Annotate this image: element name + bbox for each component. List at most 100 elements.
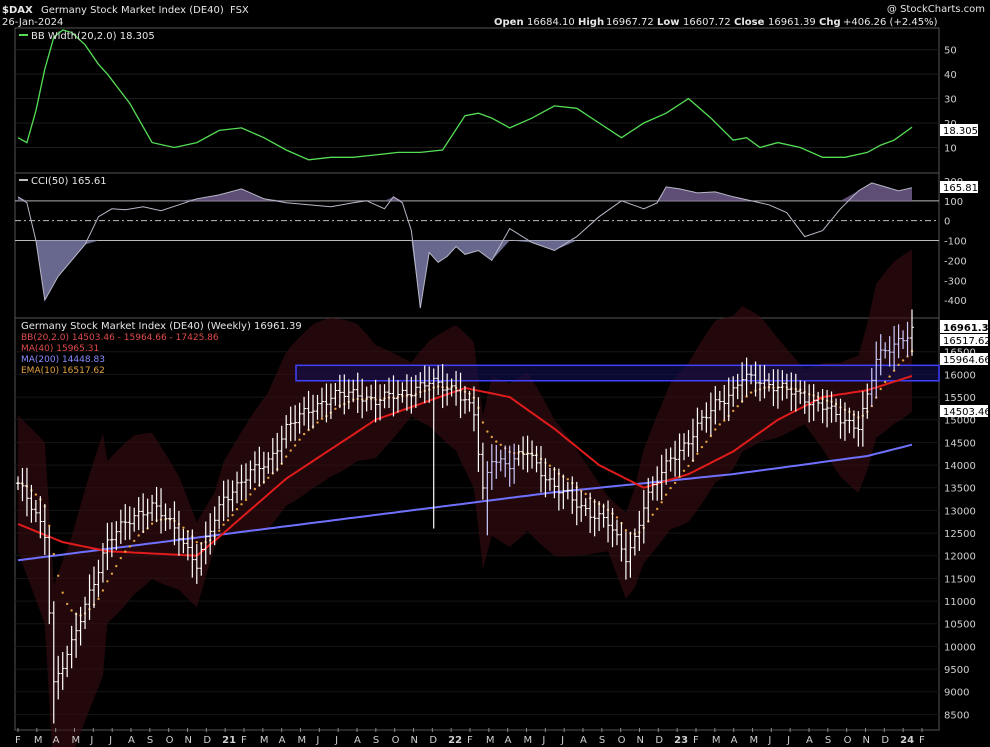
legend-ema10: EMA(10) 16517.62 [21,366,105,376]
ema10-point [244,498,248,502]
ema10-point [884,380,887,384]
ema10-point [749,391,753,394]
x-tick-label: A [354,735,361,746]
x-tick-label: D [881,735,889,746]
ema10-point [195,541,198,544]
ema10-point [624,529,628,532]
x-tick-label: M [524,735,533,746]
x-tick-label: J [560,735,564,746]
low-value: 16607.72 [683,17,731,28]
bbwidth-line [17,29,913,161]
ema10-point [705,440,708,443]
ema10-point [182,526,185,529]
ema10-point [110,572,114,575]
ema10-point [320,417,324,420]
cci-tick-label: -400 [944,296,967,307]
price-tick-label: 10500 [944,620,976,631]
ohlc-summary: Open 16684.10 High 16967.72 Low 16607.72… [494,17,938,28]
x-tick-label: N [863,735,870,746]
x-tick-label: D [655,735,663,746]
price-title: Germany Stock Market Index (DE40) (Weekl… [21,321,302,332]
ema10-point [150,522,154,525]
ema10-point [133,539,136,543]
ema10-point [302,432,306,436]
x-tick-label: A [580,735,587,746]
ema10-point [897,363,900,366]
ema10-point [115,564,118,568]
x-tick-label: A [279,735,286,746]
ema10-point [240,503,243,506]
bbwidth-tick-label: 40 [944,70,957,81]
ema10-point [267,476,270,479]
index-name: Germany Stock Market Index (DE40) [41,5,224,16]
bbwidth-tag-bg [940,124,978,136]
ema10-point [499,443,502,446]
ema10-point [289,449,292,452]
x-tick-label: S [147,735,153,746]
open-label: Open [494,17,524,28]
x-tick-label: A [53,735,60,746]
price-tick-label: 16000 [944,370,976,381]
x-tick-label: 23 [674,735,688,746]
price-tick-label: 15500 [944,393,976,404]
ema10-point [481,421,485,424]
cci-legend: CCI(50) 165.61 [19,176,107,187]
x-tick-label: A [806,735,813,746]
x-tick-label: M [712,735,721,746]
ema10-point [61,591,64,594]
ema10-point [687,464,690,468]
ema10-point [888,375,891,378]
ema10-point [231,513,234,517]
x-tick-label: J [767,735,771,746]
ema10-point [101,589,105,592]
x-tick-label: M [34,735,43,746]
low-label: Low [657,17,679,28]
close-tag-bg [940,320,988,333]
cci-tag-bg [940,181,978,193]
legend-bb: BB(20,2.0) 14503.46 - 15964.66 - 17425.8… [21,333,219,343]
cci-line [17,182,913,309]
ema10-point [106,580,109,583]
x-tick-label: J [108,735,112,746]
x-tick-label: F [15,735,21,746]
price-tick-label: 10000 [944,642,976,653]
x-tick-label: O [618,735,626,746]
x-tick-label: J [89,735,93,746]
ema10-point [128,545,131,548]
x-tick-label: J [786,735,790,746]
ema10-point [548,464,552,467]
ema10-point [495,440,498,443]
price-tick-label: 9000 [944,688,969,699]
bb-upper-tag-bg [940,334,988,346]
ema10-point [57,574,60,577]
ema10-point [253,487,257,491]
price-tick-label: 8500 [944,710,969,721]
price-tick-label: 12500 [944,529,976,540]
bbwidth-legend-text: BB Width(20,2.0) 18.305 [31,31,155,42]
bbwidth-tag: 18.305 [943,126,978,137]
ema10-point [249,493,252,496]
x-tick-label: N [411,735,418,746]
bb-upper-tag: 16517.62 [943,336,990,347]
ema10-point [222,523,225,526]
ma200-tag-bg [940,405,988,417]
price-tick-label: 11500 [944,574,976,585]
ema10-point [52,552,55,556]
high-label: High [578,17,604,28]
price-panel-frame [14,317,940,731]
ema10-point [664,493,668,496]
ema10-point [673,481,677,485]
ema10-point [235,508,239,511]
bbwidth-tick-label: 50 [944,46,957,57]
x-tick-label: O [392,735,400,746]
ema10-point [696,452,699,455]
x-tick-label: J [334,735,338,746]
high-value: 16967.72 [606,17,654,28]
resistance-zone-layer [295,364,940,382]
ema10-point [718,423,721,426]
cci-tick-label: 0 [944,217,950,228]
chg-value: +406.26 (+2.45%) [843,17,938,28]
ema10-point [682,469,686,472]
x-tick-label: F [693,735,699,746]
